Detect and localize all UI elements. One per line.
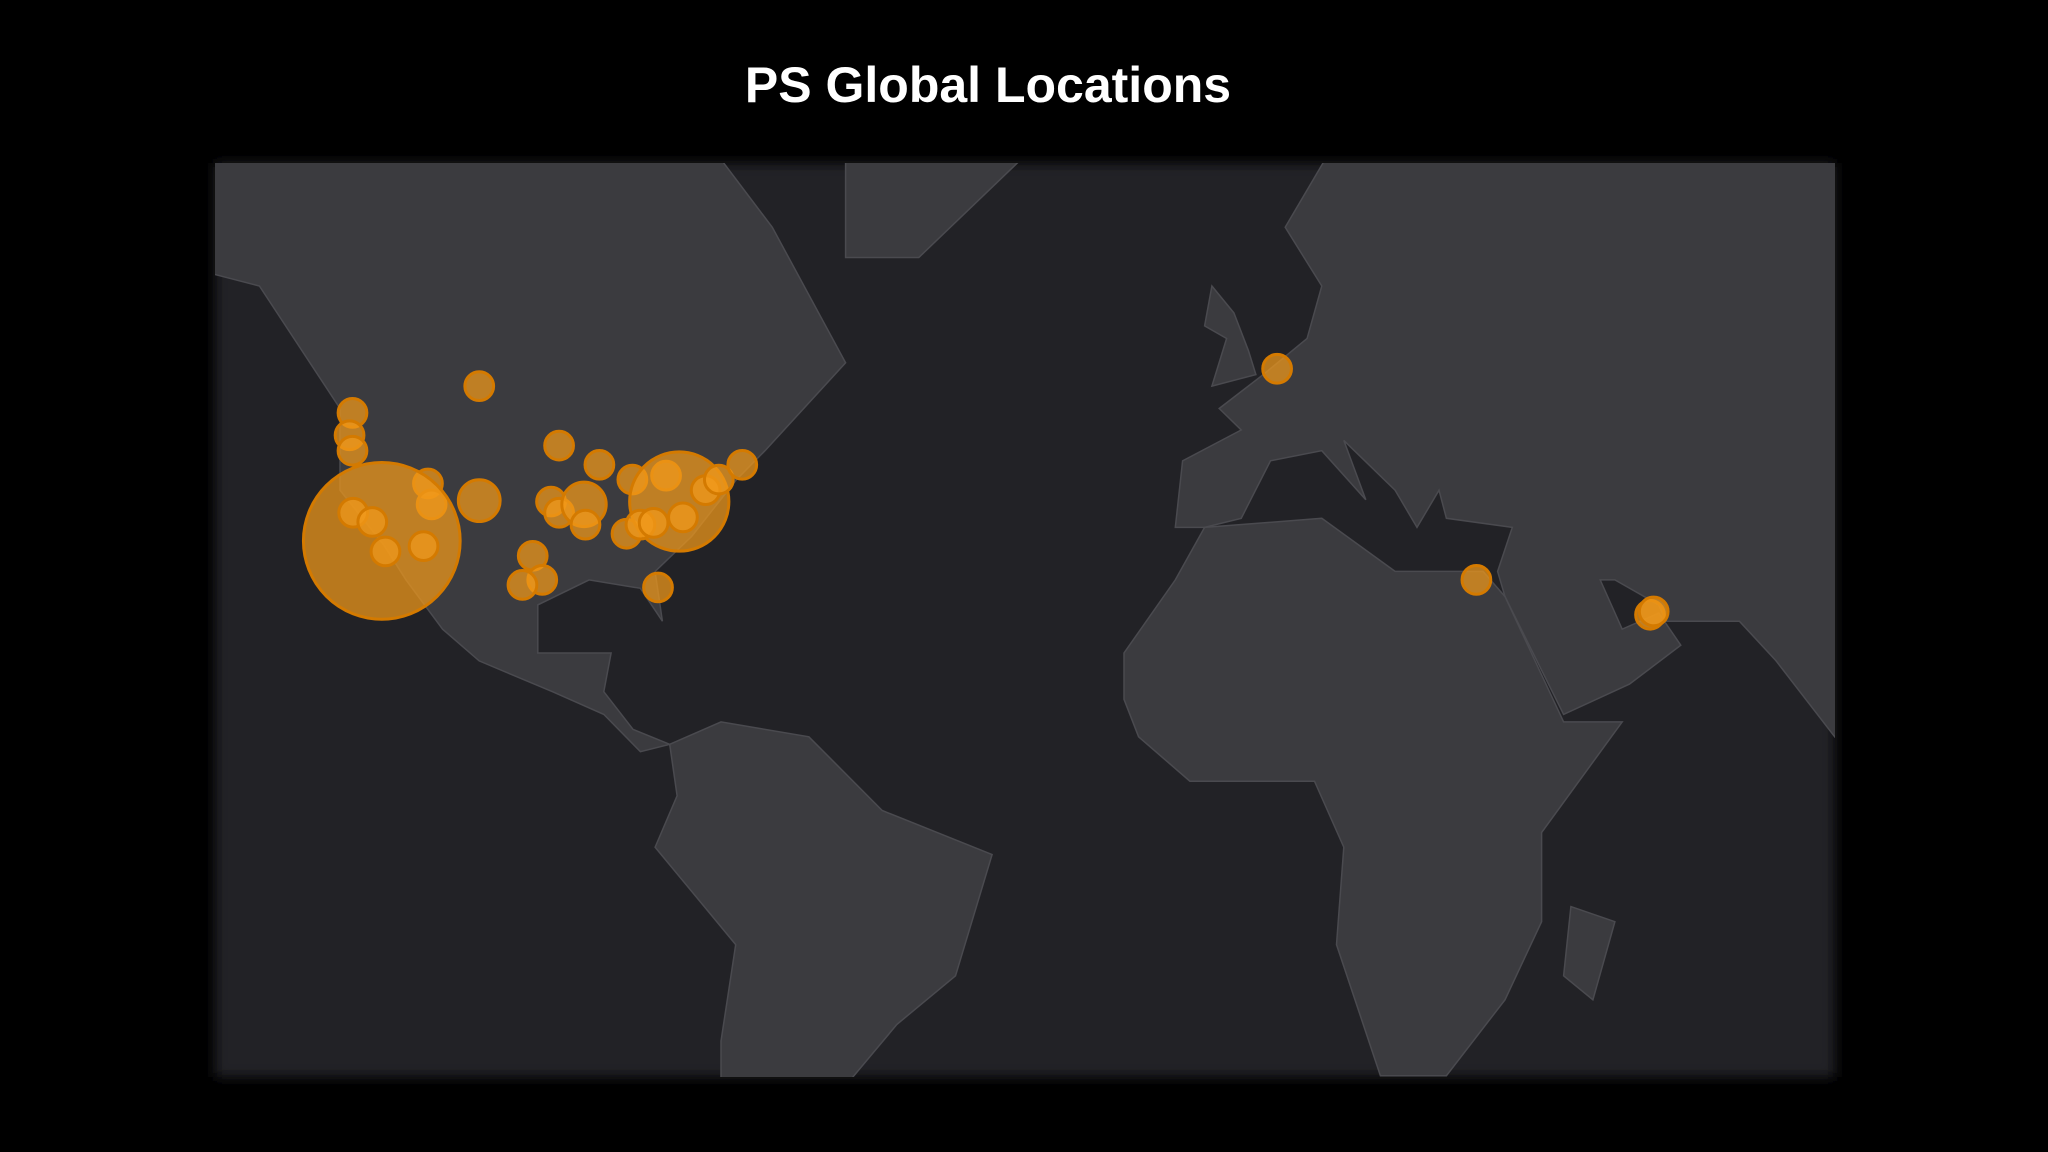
location-bubble — [506, 569, 539, 601]
location-bubble — [569, 508, 602, 541]
location-bubble — [667, 501, 699, 534]
location-bubble — [336, 434, 369, 467]
location-bubble — [637, 506, 670, 539]
location-bubble — [369, 535, 402, 568]
location-bubble — [456, 478, 502, 524]
location-bubble — [1637, 595, 1670, 628]
location-bubble — [356, 506, 389, 538]
landmass — [654, 721, 994, 1077]
landmass — [1123, 517, 1624, 1077]
location-bubble — [1261, 352, 1293, 385]
location-bubble — [726, 448, 759, 481]
location-bubble — [702, 463, 735, 496]
location-bubble — [642, 571, 674, 604]
location-bubble — [463, 370, 496, 403]
location-bubble — [543, 429, 575, 462]
title: PS Global Locations — [745, 57, 1231, 113]
bubbles — [301, 352, 1670, 631]
landmass — [844, 163, 1019, 259]
location-bubble — [407, 530, 440, 563]
landmass — [1203, 284, 1257, 388]
land — [215, 163, 1835, 1077]
location-bubble — [583, 448, 616, 481]
landmass — [1562, 905, 1616, 1002]
location-bubble — [1460, 563, 1493, 596]
